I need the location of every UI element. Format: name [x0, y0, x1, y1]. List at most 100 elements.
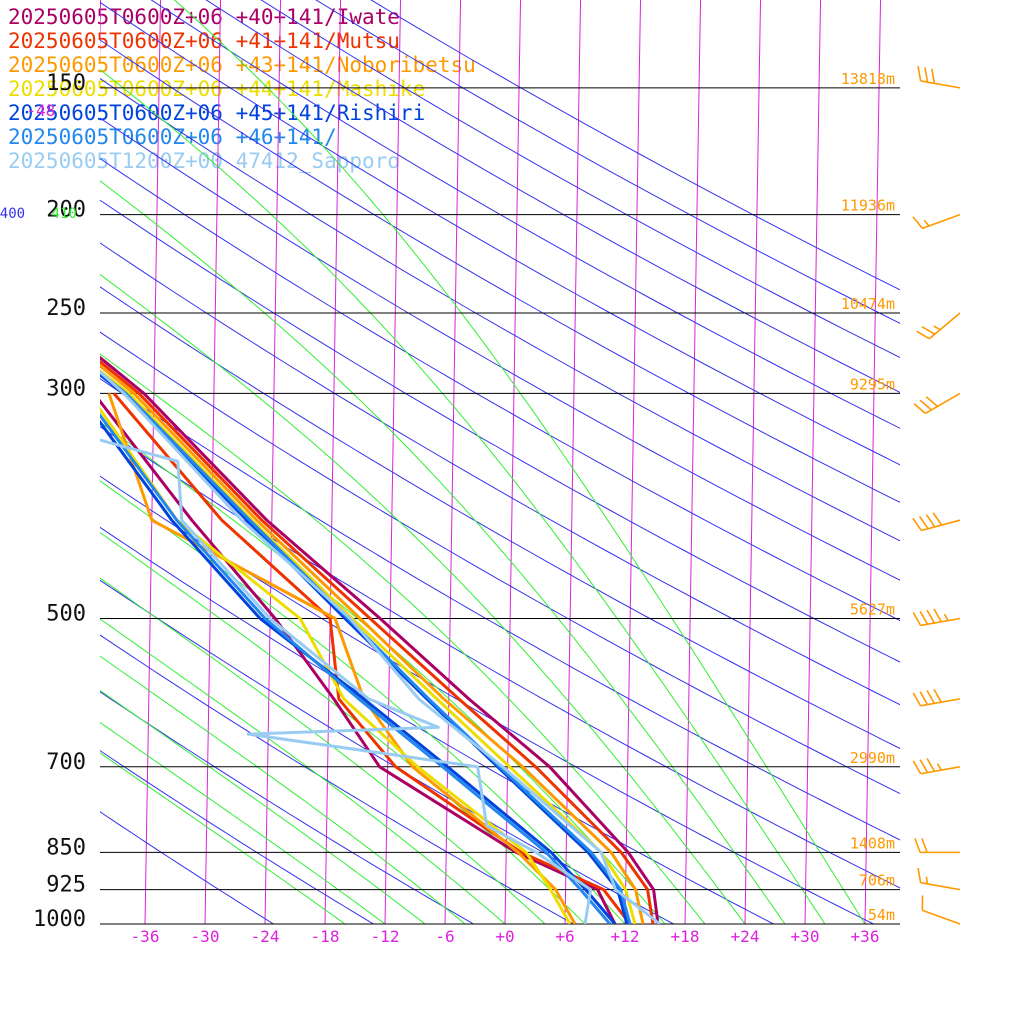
isotherm-line	[264, 0, 282, 924]
temperature-tick-label: -12	[371, 927, 400, 946]
temperature-tick-label: +18	[671, 927, 700, 946]
dry-adiabat-line	[100, 157, 900, 622]
isotherm-line	[985, 0, 1007, 924]
dry-adiabat-line	[100, 526, 775, 924]
isotherm-line	[25, 0, 47, 924]
dry-adiabat-line	[370, 0, 900, 291]
dry-adiabat-line	[100, 634, 575, 924]
dry-adiabat-line	[100, 426, 900, 889]
moist-adiabat-line	[100, 689, 426, 924]
temperature-line-mashike	[100, 369, 637, 924]
wind-barb	[912, 608, 961, 627]
wind-barb	[912, 688, 961, 707]
isotherm-line	[564, 0, 582, 924]
isobar-lines	[100, 87, 900, 925]
isotherm-line	[384, 0, 402, 924]
legend-entry-rishiri: 20250605T0600Z+06 +45+141/Rishiri	[8, 101, 426, 125]
theta-label: 410	[52, 206, 77, 222]
temperature-tick-label: +24	[731, 927, 760, 946]
wind-barbs	[912, 66, 961, 925]
isotherm-line	[324, 0, 342, 924]
isotherm-line	[925, 0, 947, 924]
temperature-tick-label: +12	[611, 927, 640, 946]
dry-adiabat-line	[315, 0, 900, 324]
moist-adiabat-line	[100, 577, 546, 924]
dry-adiabat-line	[100, 749, 375, 924]
temperature-line-iwate	[100, 355, 660, 924]
moist-adiabat-line	[100, 618, 506, 924]
temperature-line-noboribetsu	[100, 363, 645, 924]
dry-adiabat-line	[100, 286, 900, 750]
isotherm-line	[744, 0, 762, 924]
temperature-tick-label: +30	[791, 927, 820, 946]
axis-labels: 10016438m15013818m20011936m25010474m3009…	[0, 70, 895, 946]
pressure-label: 150	[46, 71, 86, 96]
isotherm-top-label: -48	[26, 101, 55, 120]
temperature-line-rishiri	[100, 372, 629, 924]
isotherm-line	[100, 0, 102, 61]
moist-adiabat-line	[100, 353, 706, 924]
height-label: 2990m	[850, 749, 895, 767]
dewpoint-line--46-141	[100, 412, 612, 924]
pressure-label: 200	[46, 198, 86, 223]
height-label: 706m	[859, 872, 895, 890]
height-label: 5627m	[850, 601, 895, 619]
isotherm-line	[864, 0, 882, 924]
pressure-label: 700	[46, 750, 86, 775]
dry-adiabat-line	[100, 331, 900, 795]
isotherm-line	[204, 0, 222, 924]
dewpoint-line-sapporo	[100, 438, 593, 924]
height-label: 1408m	[850, 834, 895, 852]
temperature-tick-label: -24	[251, 927, 280, 946]
pressure-label: 1000	[33, 907, 86, 932]
wind-barb	[917, 867, 961, 891]
legend-entry-mutsu: 20250605T0600Z+06 +41+141/Mutsu	[8, 29, 400, 53]
wind-barb	[913, 392, 961, 415]
dry-adiabat-line	[150, 0, 900, 429]
temperature-tick-label: +6	[555, 927, 574, 946]
dry-adiabat-line	[100, 77, 900, 542]
dry-adiabat-line	[100, 117, 900, 581]
height-label: 11936m	[841, 197, 895, 215]
dry-adiabat-line	[100, 691, 475, 924]
dry-adiabat-line	[100, 1, 900, 466]
dewpoint-line-noboribetsu	[107, 392, 577, 924]
temperature-tick-label: -30	[191, 927, 220, 946]
legend-entry-iwate: 20250605T0600Z+06 +40+141/Iwate	[8, 5, 400, 29]
temperature-line-mutsu	[100, 359, 655, 924]
temperature-tick-label: -6	[435, 927, 454, 946]
temperature-tick-label: -36	[131, 927, 160, 946]
wind-barb	[912, 512, 961, 532]
pressure-label: 925	[46, 873, 86, 898]
wind-barb	[914, 838, 960, 854]
moist-adiabat-line	[100, 655, 466, 924]
temperature-tick-label: +36	[851, 927, 880, 946]
theta-label: 400	[0, 206, 25, 222]
height-label: 9295m	[850, 375, 895, 393]
height-label: 10474m	[841, 295, 895, 313]
moist-adiabat-line	[100, 531, 586, 924]
dry-adiabat-line	[205, 0, 900, 394]
dewpoint-line-mutsu	[112, 392, 632, 924]
pressure-label: 850	[46, 835, 86, 860]
sounding-profiles	[100, 355, 661, 924]
temperature-tick-label: +0	[495, 927, 514, 946]
dry-adiabat-line	[100, 378, 900, 841]
height-label: 54m	[868, 906, 895, 924]
dry-adiabat-line	[260, 0, 900, 359]
temperature-line-sapporo	[100, 369, 661, 924]
isotherm-line	[624, 0, 642, 924]
wind-barb	[912, 213, 961, 230]
moist-adiabat-line	[100, 752, 346, 924]
wind-barb	[912, 758, 961, 775]
dry-adiabat-line	[100, 39, 900, 503]
temperature-tick-label: -18	[311, 927, 340, 946]
dry-adiabat-line	[100, 475, 875, 924]
isotherm-line	[684, 0, 702, 924]
dry-adiabat-line	[100, 242, 900, 706]
pressure-label: 250	[46, 296, 86, 321]
isotherm-line	[144, 0, 162, 924]
dry-adiabat-line	[100, 579, 675, 924]
moist-adiabat-line	[100, 721, 386, 924]
